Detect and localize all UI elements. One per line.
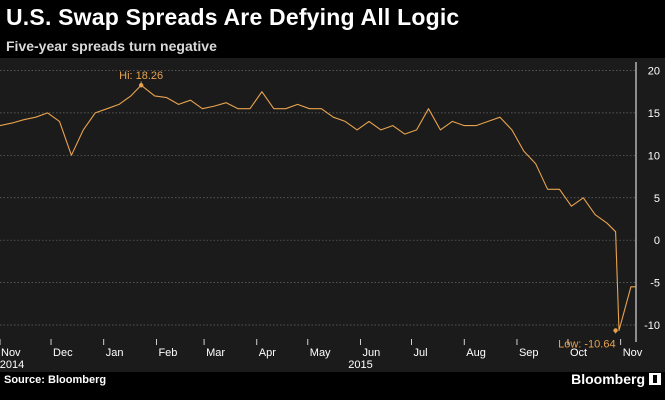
x-tick-label: Mar [206, 347, 225, 359]
chart-plot-area: 20 15 10 5 0 -5 -10 Nov 2014 Dec Jan Feb Mar Apr May Ju… [0, 58, 665, 372]
x-tick-label: May [310, 347, 331, 359]
x-tick-label: Dec [53, 347, 73, 359]
series-line [0, 84, 636, 332]
x-tick-label: Feb [158, 347, 177, 359]
y-tick-label: 15 [648, 108, 660, 120]
x-tick-label: Oct [570, 347, 587, 359]
annotation-label: Hi: 18.26 [119, 70, 163, 82]
annotation-label: Low: -10.64 [558, 338, 615, 350]
chart-subtitle: Five-year spreads turn negative [6, 38, 217, 54]
y-tick-label: -5 [650, 278, 660, 290]
x-tick-label: Apr [259, 347, 276, 359]
source-note: Source: Bloomberg [4, 374, 107, 386]
bloomberg-terminal-icon [649, 373, 661, 385]
x-tick-label: Nov [1, 347, 21, 359]
x-tick-label: Nov [623, 347, 643, 359]
x-year-label: 2015 [348, 359, 372, 371]
y-tick-label: 10 [648, 150, 660, 162]
y-tick-label: 0 [654, 235, 660, 247]
annotation-point [613, 328, 618, 333]
y-tick-label: -10 [644, 320, 660, 332]
x-tick-label: Aug [466, 347, 486, 359]
chart-title: U.S. Swap Spreads Are Defying All Logic [6, 4, 460, 30]
x-tick-label: Jun [363, 347, 381, 359]
brand-name: Bloomberg [571, 371, 645, 387]
annotation-point [138, 83, 144, 88]
x-year-label: 2014 [0, 359, 24, 371]
y-tick-label: 20 [648, 65, 660, 77]
y-tick-label: 5 [654, 193, 660, 205]
x-tick-label: Jul [414, 347, 428, 359]
x-tick-label: Sep [519, 347, 539, 359]
x-tick-label: Jan [106, 347, 124, 359]
